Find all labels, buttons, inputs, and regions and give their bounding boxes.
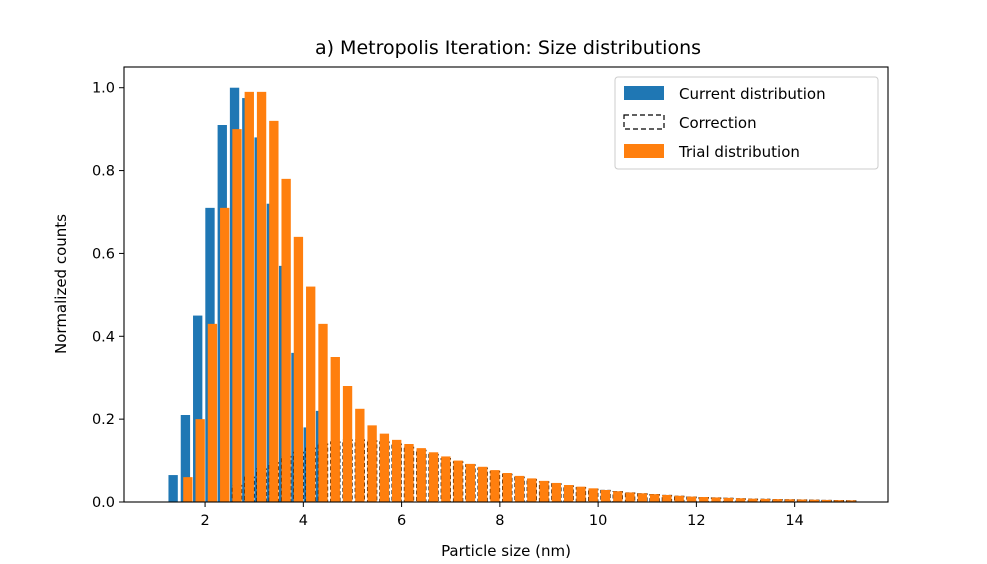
trial-bar — [404, 444, 414, 502]
trial-bar — [195, 419, 205, 502]
trial-bar — [834, 500, 844, 502]
trial-bar — [785, 499, 795, 502]
legend-swatch-trial — [624, 144, 664, 158]
trial-bar — [551, 482, 562, 502]
legend-label-current: Current distribution — [679, 85, 826, 103]
trial-bar — [465, 463, 476, 502]
trial-bar — [306, 286, 316, 502]
y-tick-label: 1.0 — [92, 81, 115, 97]
trial-bar — [797, 499, 807, 502]
trial-bar — [244, 91, 254, 503]
trial-bar — [723, 497, 733, 502]
trial-bar — [760, 498, 770, 502]
legend-swatch-correction — [623, 114, 665, 130]
y-tick-label: 0.2 — [92, 412, 115, 428]
current-bar — [193, 315, 203, 502]
current-bar — [168, 475, 178, 502]
trial-bar — [318, 323, 328, 502]
trial-bar — [367, 425, 377, 502]
legend-swatch-current — [624, 86, 664, 100]
legend-label-correction: Correction — [679, 114, 757, 132]
trial-bar — [699, 497, 709, 502]
trial-bar — [355, 408, 365, 502]
y-tick-label: 0.8 — [92, 164, 115, 180]
y-axis-ticks: 0.0 0.2 0.4 0.6 0.8 1.0 — [92, 81, 124, 511]
trial-bar — [748, 498, 758, 502]
trial-bar — [809, 499, 819, 502]
trial-bar — [649, 494, 660, 502]
trial-bar — [563, 485, 574, 502]
trial-bar — [576, 486, 586, 502]
legend-label-trial: Trial distribution — [678, 143, 800, 161]
trial-bar — [416, 448, 426, 502]
trial-bar — [220, 207, 230, 503]
trial-bar — [441, 456, 451, 502]
legend-box — [614, 76, 879, 170]
x-tick-label: 8 — [495, 513, 504, 529]
x-tick-label: 4 — [299, 513, 308, 529]
trial-bar — [293, 236, 304, 503]
trial-bar — [379, 433, 390, 502]
trial-bar — [674, 495, 684, 502]
plot-area-frame — [123, 66, 889, 503]
x-tick-label: 14 — [785, 513, 803, 529]
trial-bar — [428, 452, 439, 502]
current-bar — [180, 415, 191, 502]
trial-bar — [453, 460, 463, 502]
trial-bar — [477, 466, 488, 502]
trial-bar — [539, 480, 549, 502]
trial-bar — [269, 120, 279, 503]
x-tick-label: 6 — [397, 513, 406, 529]
y-tick-label: 0.0 — [92, 495, 115, 511]
trial-bar — [392, 439, 402, 502]
trial-bar — [600, 489, 611, 502]
trial-bar — [527, 478, 537, 502]
y-tick-label: 0.6 — [92, 246, 115, 262]
trial-bar — [330, 357, 340, 502]
trial-bar — [232, 129, 242, 502]
trial-bar — [183, 477, 193, 502]
bars-layer — [168, 87, 857, 503]
x-axis-ticks: 2 4 6 8 10 12 14 — [200, 502, 804, 529]
trial-bar — [821, 499, 832, 502]
trial-bar — [490, 470, 500, 502]
chart-title: a) Metropolis Iteration: Size distributi… — [315, 37, 701, 59]
trial-bar — [502, 473, 512, 502]
trial-bar — [711, 497, 721, 502]
trial-bar — [686, 496, 697, 502]
trial-bar — [514, 475, 525, 502]
x-tick-label: 2 — [200, 513, 209, 529]
trial-bar — [207, 323, 218, 502]
y-tick-label: 0.4 — [92, 329, 115, 345]
trial-bar — [625, 492, 635, 502]
x-tick-label: 12 — [687, 513, 705, 529]
trial-bar — [772, 499, 783, 502]
trial-bar — [846, 500, 856, 502]
trial-bar — [342, 386, 353, 502]
x-axis-label: Particle size (nm) — [441, 542, 571, 560]
trial-bar — [662, 494, 672, 502]
trial-bar — [281, 178, 291, 503]
trial-bar — [256, 91, 267, 503]
trial-bar — [588, 488, 598, 502]
trial-bar — [613, 491, 623, 502]
x-tick-label: 10 — [589, 513, 607, 529]
trial-bar — [637, 493, 648, 502]
y-axis-label: Normalized counts — [52, 214, 70, 354]
trial-bar — [735, 498, 746, 502]
legend: Current distribution Correction Trial di… — [614, 76, 879, 170]
